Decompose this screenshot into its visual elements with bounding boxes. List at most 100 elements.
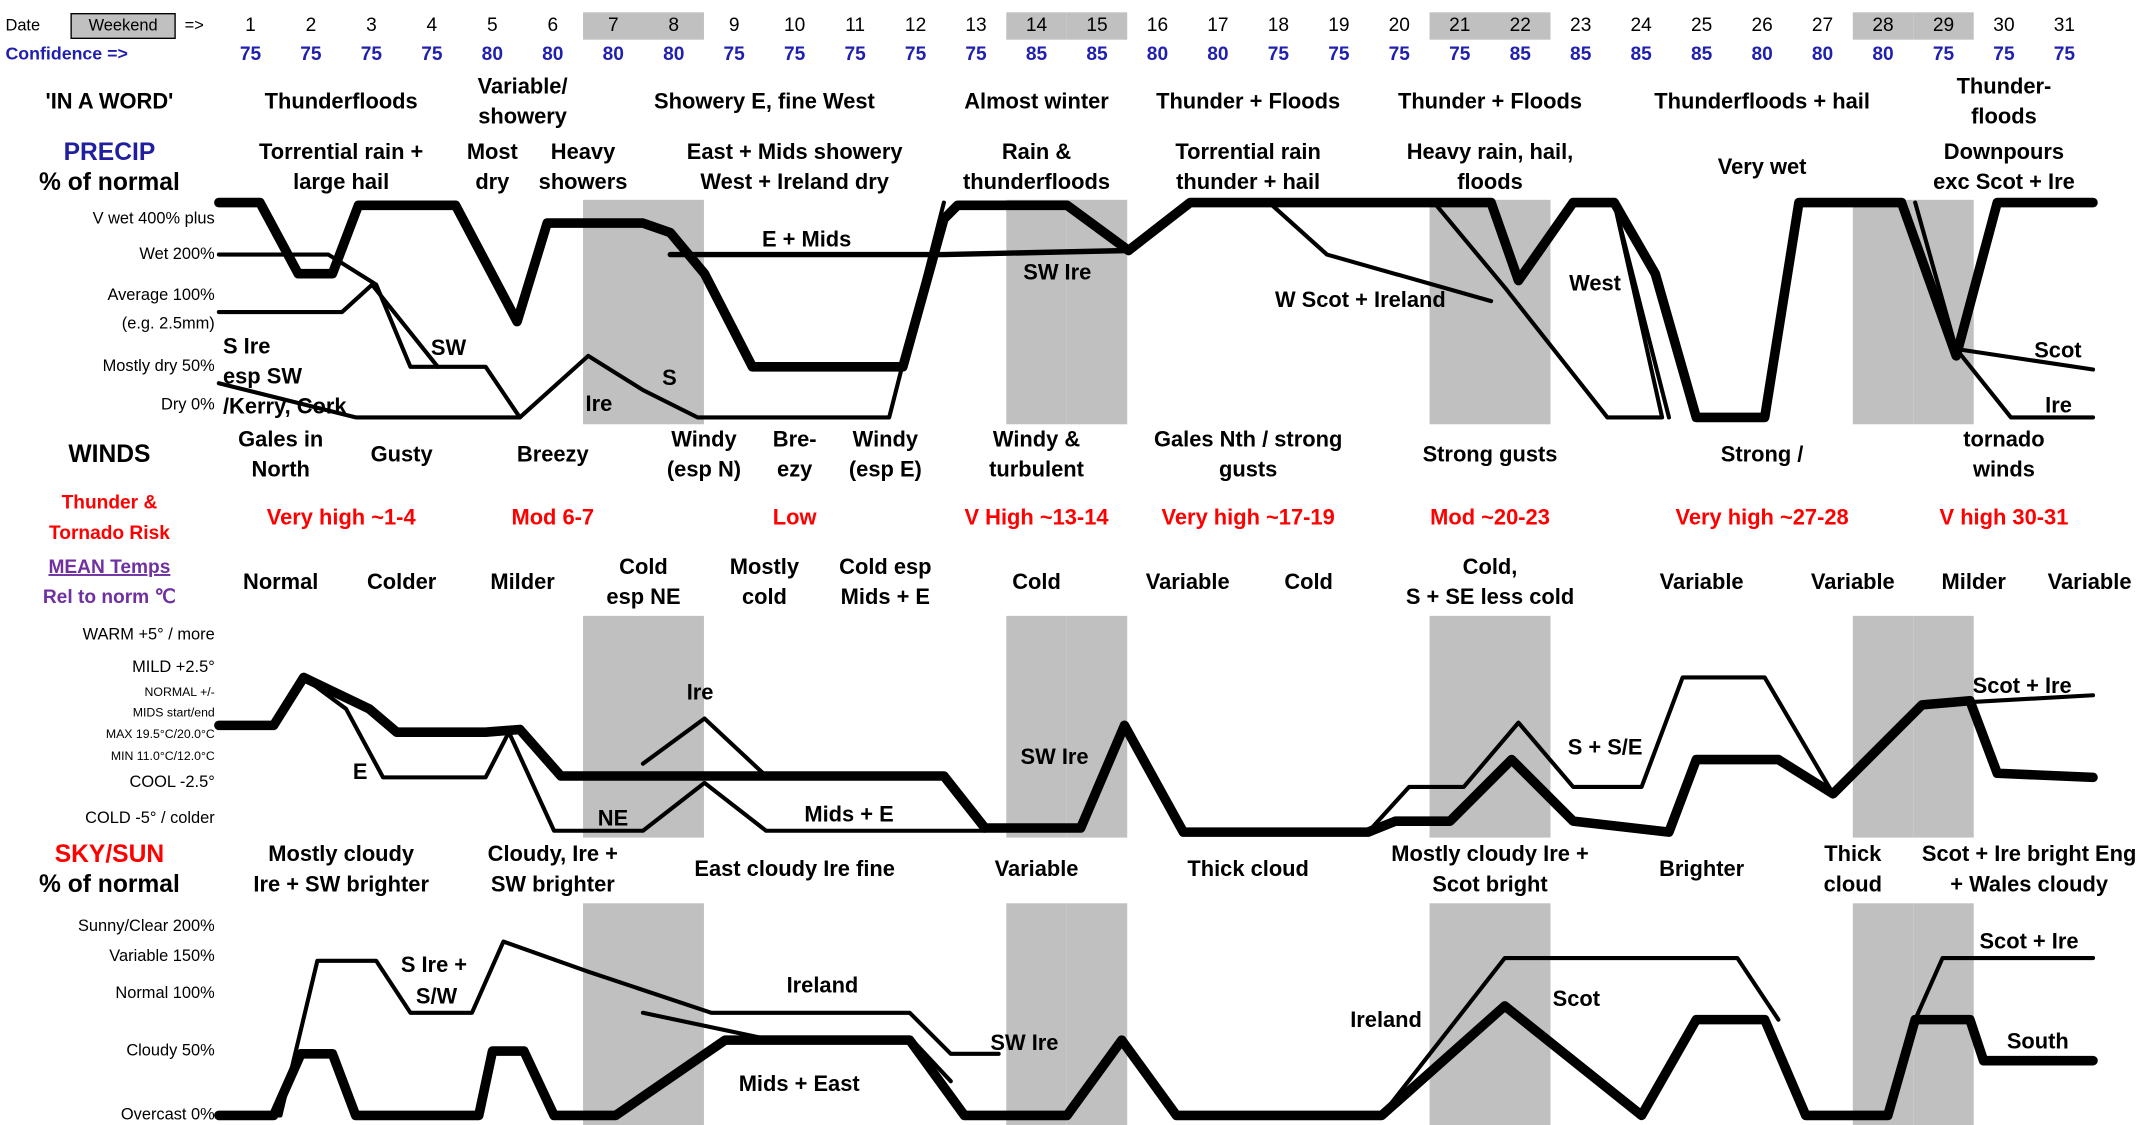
cell-text: Variable [1811,569,1895,594]
cell-text: Milder [490,569,555,594]
annotation: E + Mids [762,227,851,252]
annotation: Ire [687,680,714,705]
weekend-day [643,12,704,40]
cell-text: Windy [671,426,737,451]
weekend-day [1913,12,1974,40]
axis-label: Normal 100% [115,984,214,1002]
cell-text: East + Mids showery [687,139,904,164]
cell-text: West + Ireland dry [700,169,889,194]
confidence-label: Confidence => [5,43,127,63]
cell-text: Brighter [1659,856,1745,881]
cell-text: Windy & [993,426,1080,451]
confidence-value: 85 [1026,44,1048,65]
annotation: S/W [416,983,458,1008]
annotation: South [2007,1029,2069,1054]
annotation: Ireland [1350,1007,1422,1032]
day-number: 24 [1631,15,1653,36]
confidence-value: 75 [1389,44,1411,65]
weekend-band [1006,903,1067,1125]
sky-line [1913,955,2096,1022]
weekend-band [1429,199,1491,425]
cell-text: turbulent [989,457,1084,482]
cell-text: Mostly [730,554,800,579]
axis-label: Dry 0% [161,395,215,413]
cell-text: winds [1972,457,2035,482]
cell-text: Variable [995,856,1079,881]
cell-text: Scot bright [1432,871,1548,896]
sky-line [216,939,1001,1118]
weekend-band [1852,903,1914,1125]
day-number: 19 [1328,15,1349,36]
cell-text: floods [1457,169,1523,194]
day-number: 29 [1933,15,1954,36]
axis-label: Sunny/Clear 200% [78,917,215,935]
row-label: % of normal [39,871,180,898]
annotation: SW Ire [1023,260,1091,285]
confidence-value: 85 [1510,44,1532,65]
cell-text: Mod ~20-23 [1430,504,1550,529]
cell-text: V High ~13-14 [964,504,1109,529]
day-number: 2 [306,15,317,36]
row-label: Tornado Risk [49,523,170,544]
cell-text: cold [742,584,787,609]
cell-text: Mostly cloudy Ire + [1391,841,1589,866]
cell-text: V high 30-31 [1940,504,2069,529]
annotation: SW [431,335,467,360]
axis-label: COLD -5° / colder [85,809,215,827]
confidence-value: 75 [784,44,806,65]
annotation: S [662,365,677,390]
cell-text: Most [467,139,519,164]
temp-line [1919,693,2096,707]
annotation: SW Ire [1021,744,1089,769]
day-number: 28 [1872,15,1893,36]
cell-text: Very wet [1718,154,1807,179]
cell-text: SW brighter [491,871,615,896]
cell-text: Variable/ [478,73,568,98]
axis-label: MIN 11.0°C/12.0°C [111,749,215,763]
axis-label: COOL -2.5° [130,773,215,791]
day-number: 14 [1026,15,1048,36]
cell-text: Normal [243,569,318,594]
day-number: 22 [1510,15,1531,36]
day-number: 5 [487,15,498,36]
confidence-value: 85 [1631,44,1653,65]
confidence-value: 80 [482,44,503,65]
confidence-value: 75 [1449,44,1471,65]
temp-main-line [214,672,2098,837]
confidence-value: 75 [965,44,987,65]
day-number: 26 [1751,15,1772,36]
annotation: /Kerry, Cork [223,394,347,419]
cell-text: Scot + Ire bright Eng [1922,841,2136,866]
cell-text: Bre- [773,426,817,451]
cell-text: Very high ~1-4 [267,504,417,529]
cell-text: Breezy [517,442,590,467]
confidence-value: 75 [844,44,866,65]
sky-line [640,1010,953,1084]
axis-label: MAX 19.5°C/20.0°C [106,727,215,741]
cell-text: Variable [1660,569,1744,594]
confidence-value: 80 [1812,44,1833,65]
axis-label: (e.g. 2.5mm) [122,315,215,333]
confidence-value: 80 [1207,44,1228,65]
day-number: 7 [608,15,619,36]
cell-text: Torrential rain + [259,139,423,164]
cell-text: Mod 6-7 [511,504,594,529]
weekend-band [1066,615,1128,838]
date-label: Date [5,16,40,34]
cell-text: Very high ~17-19 [1162,504,1335,529]
cell-text: Thunderfloods [265,88,418,113]
cell-text: Heavy [551,139,616,164]
annotation: Scot [1553,986,1601,1011]
weekend-band [1066,199,1128,425]
confidence-value: 85 [1570,44,1592,65]
confidence-value: 75 [361,44,383,65]
confidence-value: 85 [1691,44,1713,65]
day-number: 16 [1147,15,1168,36]
day-number: 10 [784,15,805,36]
cell-text: Heavy rain, hail, [1407,139,1574,164]
precip-main-line [214,197,2098,423]
annotation: Scot [2034,338,2082,363]
weekend-box [70,13,176,40]
confidence-value: 85 [1086,44,1108,65]
